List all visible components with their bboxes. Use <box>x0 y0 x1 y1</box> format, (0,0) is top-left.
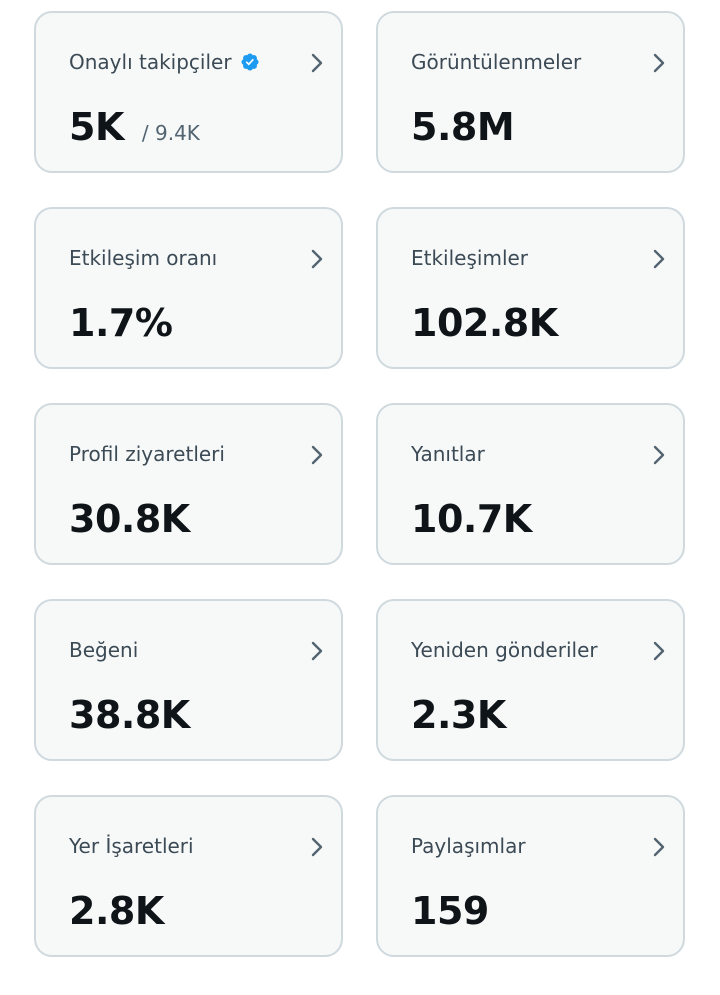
stat-value-row: 2.8K <box>69 889 164 933</box>
stat-value-row: 159 <box>411 889 489 933</box>
stat-value: 5.8M <box>411 105 515 149</box>
stat-label-row: Beğeni <box>69 637 138 663</box>
stat-value: 1.7% <box>69 301 173 345</box>
stat-label: Etkileşim oranı <box>69 246 218 270</box>
stat-value-row: 102.8K <box>411 301 558 345</box>
stat-card-bookmarks[interactable]: Yer İşaretleri 2.8K <box>34 795 343 957</box>
stat-label: Yer İşaretleri <box>69 834 194 858</box>
stat-label: Görüntülenmeler <box>411 50 582 74</box>
stat-value-row: 30.8K <box>69 497 190 541</box>
stat-card-likes[interactable]: Beğeni 38.8K <box>34 599 343 761</box>
chevron-right-icon <box>653 641 665 661</box>
stat-card-replies[interactable]: Yanıtlar 10.7K <box>376 403 685 565</box>
stat-value: 10.7K <box>411 497 532 541</box>
stat-card-reposts[interactable]: Yeniden gönderiler 2.3K <box>376 599 685 761</box>
stat-label: Yeniden gönderiler <box>411 638 598 662</box>
stat-label-row: Onaylı takipçiler <box>69 49 260 75</box>
stat-value: 159 <box>411 889 489 933</box>
stat-card-impressions[interactable]: Görüntülenmeler 5.8M <box>376 11 685 173</box>
stat-value-row: 1.7% <box>69 301 173 345</box>
verified-badge-icon <box>240 52 260 72</box>
stat-card-engagements[interactable]: Etkileşimler 102.8K <box>376 207 685 369</box>
chevron-right-icon <box>311 641 323 661</box>
stat-card-profile-visits[interactable]: Profil ziyaretleri 30.8K <box>34 403 343 565</box>
stat-value-row: 38.8K <box>69 693 190 737</box>
stat-label-row: Görüntülenmeler <box>411 49 581 75</box>
chevron-right-icon <box>311 53 323 73</box>
stat-label-row: Profil ziyaretleri <box>69 441 225 467</box>
stat-label: Yanıtlar <box>411 442 485 466</box>
chevron-right-icon <box>311 445 323 465</box>
stat-value-row: 5K / 9.4K <box>69 105 200 149</box>
stat-label-row: Yeniden gönderiler <box>411 637 598 663</box>
stat-label: Etkileşimler <box>411 246 529 270</box>
stat-label: Paylaşımlar <box>411 834 526 858</box>
stat-label: Beğeni <box>69 638 139 662</box>
chevron-right-icon <box>311 837 323 857</box>
stat-card-shares[interactable]: Paylaşımlar 159 <box>376 795 685 957</box>
stat-label: Onaylı takipçiler <box>69 50 232 74</box>
stats-grid: Onaylı takipçiler 5K / 9.4K Görüntülenme… <box>34 11 685 957</box>
stat-card-engagement-rate[interactable]: Etkileşim oranı 1.7% <box>34 207 343 369</box>
stat-value: 5K <box>69 105 124 149</box>
stat-value: 102.8K <box>411 301 558 345</box>
stat-label-row: Etkileşim oranı <box>69 245 217 271</box>
stat-total: / 9.4K <box>141 121 200 145</box>
chevron-right-icon <box>653 445 665 465</box>
stat-label: Profil ziyaretleri <box>69 442 225 466</box>
stat-card-verified-followers[interactable]: Onaylı takipçiler 5K / 9.4K <box>34 11 343 173</box>
stat-value: 30.8K <box>69 497 190 541</box>
stat-label-row: Yanıtlar <box>411 441 485 467</box>
stat-label-row: Yer İşaretleri <box>69 833 194 859</box>
stat-value: 2.8K <box>69 889 164 933</box>
stat-value: 2.3K <box>411 693 506 737</box>
stat-label-row: Etkileşimler <box>411 245 528 271</box>
stat-value-row: 10.7K <box>411 497 532 541</box>
stat-value-row: 2.3K <box>411 693 506 737</box>
chevron-right-icon <box>653 249 665 269</box>
stat-value-row: 5.8M <box>411 105 515 149</box>
chevron-right-icon <box>653 837 665 857</box>
stat-label-row: Paylaşımlar <box>411 833 526 859</box>
chevron-right-icon <box>311 249 323 269</box>
chevron-right-icon <box>653 53 665 73</box>
stat-value: 38.8K <box>69 693 190 737</box>
